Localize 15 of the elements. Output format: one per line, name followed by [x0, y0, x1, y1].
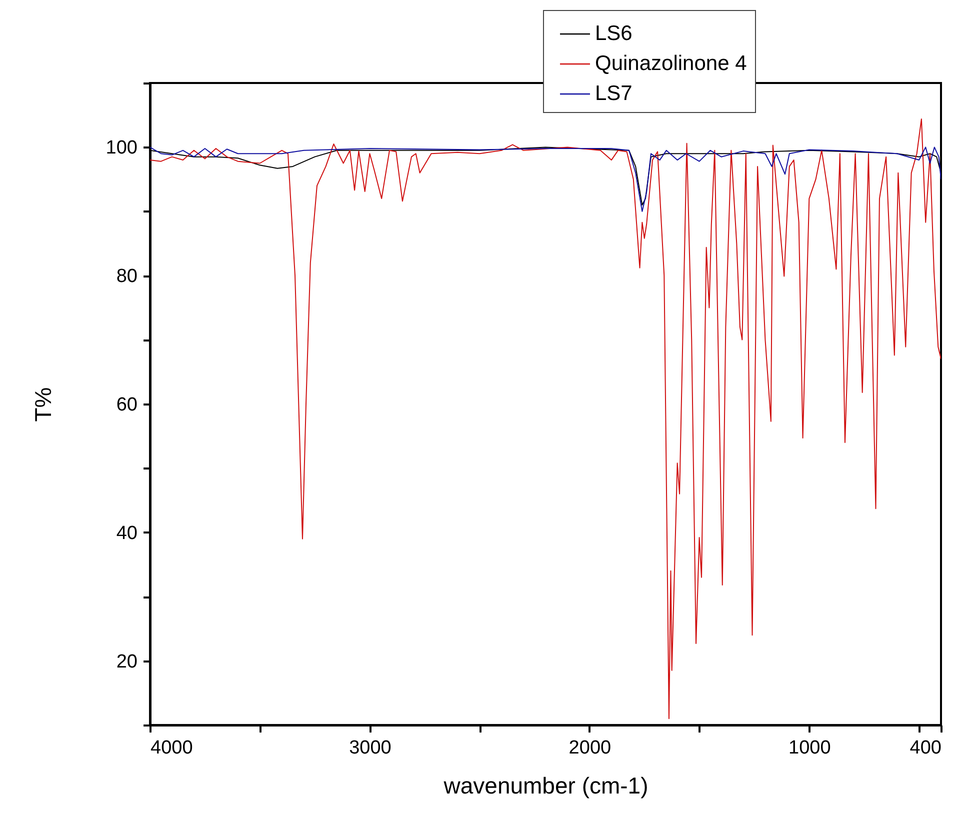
- legend-label: LS6: [595, 22, 632, 45]
- legend-label: Quinazolinone 4: [595, 52, 748, 75]
- x-tick-label: 4000: [150, 738, 193, 758]
- x-tick-label: 2000: [568, 738, 612, 758]
- x-tick-label: 1000: [788, 738, 831, 758]
- y-tick-label: 80: [116, 266, 138, 288]
- x-tick-label: 3000: [349, 738, 392, 758]
- y-tick-label: 20: [116, 651, 138, 672]
- y-axis-title: T%: [30, 387, 56, 422]
- x-tick-label: 400: [910, 738, 942, 758]
- x-axis-title: wavenumber (cm-1): [442, 772, 648, 798]
- y-tick-label: 100: [106, 138, 138, 159]
- legend-label: LS7: [595, 82, 632, 105]
- y-tick-label: 60: [116, 394, 138, 416]
- y-tick-label: 40: [116, 522, 138, 544]
